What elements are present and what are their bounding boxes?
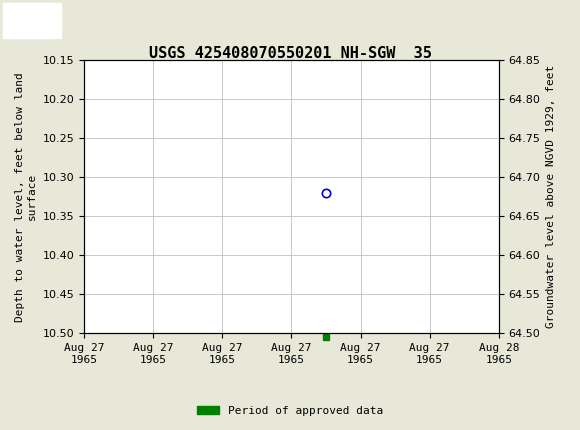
Y-axis label: Groundwater level above NGVD 1929, feet: Groundwater level above NGVD 1929, feet — [546, 65, 556, 329]
Legend: Period of approved data: Period of approved data — [193, 401, 387, 420]
Y-axis label: Depth to water level, feet below land
surface: Depth to water level, feet below land su… — [16, 72, 37, 322]
Text: USGS 425408070550201 NH-SGW  35: USGS 425408070550201 NH-SGW 35 — [148, 46, 432, 61]
FancyBboxPatch shape — [3, 3, 61, 37]
Text: ≋USGS: ≋USGS — [3, 13, 49, 28]
